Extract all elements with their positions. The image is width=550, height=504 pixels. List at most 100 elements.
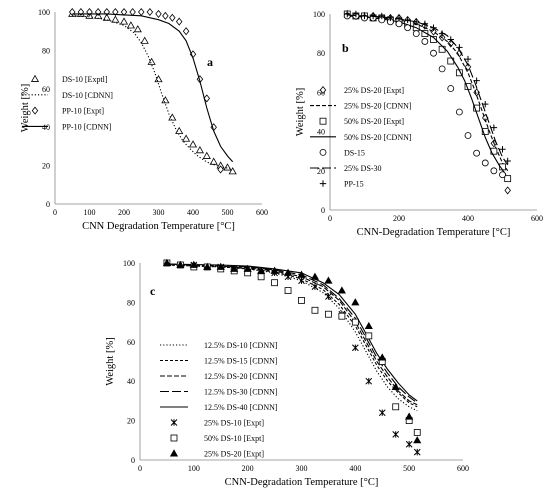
data-point <box>111 15 120 23</box>
data-point <box>283 268 293 276</box>
data-point <box>473 77 480 84</box>
y-tick-label: 40 <box>127 377 135 386</box>
data-point <box>161 96 170 104</box>
data-point <box>129 7 136 17</box>
legend-marker-swatch <box>31 106 39 115</box>
series-25-ds-20-cdnn <box>347 15 509 172</box>
series-ds-15 <box>343 12 506 179</box>
data-point <box>378 12 385 20</box>
legend-label: 12.5% DS-15 [CDNN] <box>204 357 278 366</box>
data-point <box>490 167 498 175</box>
data-point <box>102 13 111 21</box>
data-point <box>126 21 135 29</box>
legend-marker-swatch <box>30 74 40 82</box>
data-point <box>481 159 489 167</box>
panel-letter: c <box>150 284 156 298</box>
data-point <box>311 283 319 290</box>
y-tick-label: 80 <box>317 49 325 58</box>
legend-entry: DS-10 [CDNN] <box>22 91 113 100</box>
legend-entry: 12.5% DS-40 [CDNN] <box>160 403 278 412</box>
data-point <box>365 377 373 385</box>
legend-label: 50% DS-20 [CDNN] <box>344 133 412 142</box>
series-12-5-ds-40-cdnn <box>166 263 418 402</box>
data-point <box>352 10 360 18</box>
x-tick-label: 0 <box>138 464 142 473</box>
data-point <box>473 149 481 157</box>
data-point <box>481 128 489 136</box>
data-point <box>162 11 169 20</box>
data-point <box>405 412 414 420</box>
data-point <box>338 312 346 320</box>
y-tick-label: 80 <box>127 298 135 307</box>
y-tick-label: 60 <box>42 85 50 94</box>
data-point <box>271 279 278 287</box>
data-point <box>297 270 306 278</box>
data-point <box>395 20 403 28</box>
x-tick-label: 300 <box>153 208 165 217</box>
data-point <box>217 165 224 174</box>
data-point <box>228 167 237 175</box>
data-point <box>456 44 463 51</box>
y-tick-label: 20 <box>127 417 135 426</box>
series-line <box>166 264 418 408</box>
data-point <box>378 409 386 417</box>
data-point <box>203 94 211 103</box>
data-point <box>438 65 446 73</box>
data-point <box>499 146 506 153</box>
data-point <box>202 151 211 159</box>
legend-label: 25% DS-20 [CDNN] <box>344 102 412 111</box>
x-axis-title: CNN-Degradation Temperature [°C] <box>225 477 379 488</box>
data-point <box>138 7 145 17</box>
data-point <box>162 258 172 266</box>
series-line <box>347 15 509 172</box>
y-tick-label: 80 <box>42 46 50 55</box>
data-point <box>365 332 373 340</box>
x-tick-label: 200 <box>242 464 254 473</box>
data-point <box>447 36 454 43</box>
data-point <box>146 7 154 17</box>
data-point <box>430 49 437 57</box>
series-12-5-ds-10-cdnn <box>166 264 418 412</box>
y-tick-label: 40 <box>317 128 325 137</box>
legend-label: PP-10 [CDNN] <box>62 122 112 131</box>
legend-label: 12.5% DS-10 [CDNN] <box>204 341 278 350</box>
data-point <box>344 10 351 18</box>
data-point <box>395 14 403 22</box>
data-point <box>412 30 420 37</box>
series-line <box>72 13 234 163</box>
data-point <box>378 353 387 361</box>
x-tick-label: 0 <box>328 214 332 223</box>
legend-entry: DS-10 [Exptl] <box>30 74 108 84</box>
data-point <box>182 27 190 36</box>
data-point <box>209 157 218 165</box>
x-tick-label: 600 <box>457 464 469 473</box>
panel-letter: b <box>342 41 349 55</box>
y-tick-label: 0 <box>131 456 135 465</box>
data-point <box>324 276 333 284</box>
data-point <box>182 134 191 142</box>
legend-label: 50% DS-20 [Expt] <box>344 117 404 126</box>
data-point <box>369 12 377 20</box>
legend-entry: 25% DS-20 [Expt] <box>319 85 404 95</box>
legend-entry: DS-15 <box>319 148 365 157</box>
data-point <box>447 85 455 92</box>
data-point <box>464 55 472 63</box>
x-tick-label: 400 <box>349 464 361 473</box>
y-tick-label: 100 <box>313 10 325 19</box>
data-point <box>112 7 119 17</box>
y-tick-label: 100 <box>38 8 50 17</box>
panel-a: 0 100 200 300 400 500 600 0 20 40 60 80 100 CNN Degra… <box>20 7 268 232</box>
legend-entry: PP-15 <box>319 180 364 189</box>
legend-entry: 25% DS-20 [Expt] <box>169 449 264 459</box>
panel-c: 0 100 200 300 400 500 600 0 20 40 60 80 100 CNN-Degra… <box>105 258 469 488</box>
x-axis-title: CNN-Degradation Temperature [°C] <box>357 227 511 238</box>
legend-marker-swatch <box>170 419 178 426</box>
legend-label: 25% DS-20 [Expt] <box>204 450 264 459</box>
data-point <box>392 403 400 411</box>
legend-entry: 12.5% DS-15 [CDNN] <box>160 357 278 366</box>
legend-marker-swatch <box>170 434 178 442</box>
series-line <box>166 263 418 406</box>
data-point <box>195 146 204 154</box>
y-tick-label: 20 <box>317 167 325 176</box>
